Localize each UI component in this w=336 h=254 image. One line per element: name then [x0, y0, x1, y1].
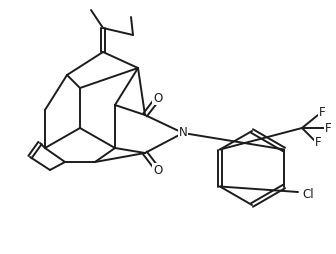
- Text: F: F: [325, 121, 331, 135]
- Text: F: F: [319, 105, 325, 119]
- Text: O: O: [153, 164, 163, 177]
- Text: O: O: [153, 91, 163, 104]
- Text: N: N: [179, 126, 187, 139]
- Text: F: F: [315, 136, 321, 150]
- Text: Cl: Cl: [302, 188, 314, 201]
